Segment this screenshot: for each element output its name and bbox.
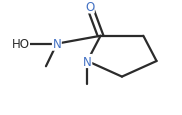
- Text: HO: HO: [11, 38, 29, 51]
- Text: N: N: [83, 55, 92, 68]
- Text: O: O: [85, 1, 94, 14]
- Text: N: N: [52, 38, 61, 51]
